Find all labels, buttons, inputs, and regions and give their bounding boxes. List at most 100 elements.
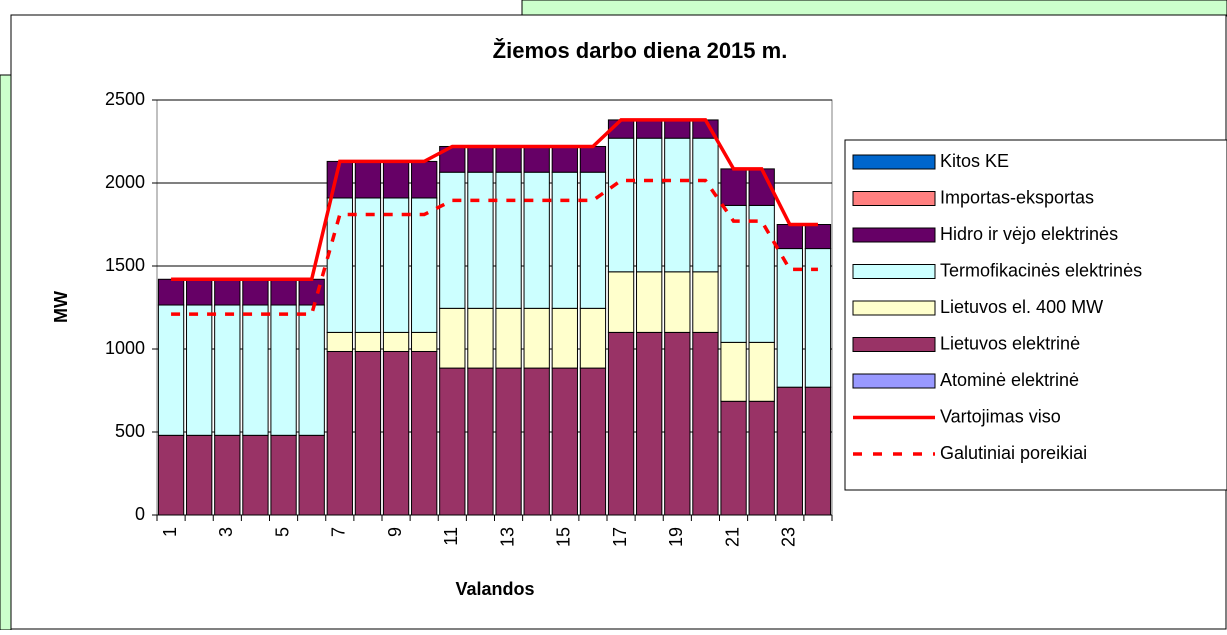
bar-segment	[270, 304, 297, 436]
bar-segment	[157, 278, 185, 306]
bar-segment	[467, 367, 494, 516]
bar-segment	[214, 434, 241, 516]
bar-segment	[298, 304, 325, 436]
y-tick-label: 2000	[105, 172, 145, 192]
legend-label: Vartojimas viso	[940, 406, 1061, 426]
green-panel	[0, 74, 12, 631]
legend-label: Hidro ir vėjo elektrinės	[940, 224, 1118, 244]
y-tick-label: 1500	[105, 255, 145, 275]
legend-label: Importas-eksportas	[940, 187, 1094, 207]
bar-segment	[523, 145, 550, 173]
bar-segment	[748, 204, 775, 343]
x-tick-label: 19	[666, 527, 686, 547]
bar-segment	[495, 367, 522, 516]
bar-segment	[326, 331, 353, 352]
legend-swatch	[852, 337, 936, 352]
x-tick-label: 1	[160, 527, 180, 537]
chart-title: Žiemos darbo diena 2015 m.	[493, 38, 788, 63]
bar-segment	[720, 168, 747, 206]
bar-segment	[748, 341, 775, 402]
bar-segment	[720, 204, 747, 343]
bar-segment	[214, 278, 241, 306]
bar-segment	[354, 350, 382, 516]
bar-segment	[270, 278, 297, 306]
bar-segment	[720, 400, 747, 516]
legend-label: Termofikacinės elektrinės	[940, 260, 1142, 280]
x-tick-label: 23	[779, 527, 799, 547]
bar-segment	[692, 331, 719, 516]
legend-label: Kitos KE	[940, 151, 1009, 171]
bar-segment	[439, 171, 466, 309]
bar-segment	[551, 307, 578, 369]
x-tick-label: 5	[272, 527, 292, 537]
bar-segment	[523, 171, 550, 309]
y-tick-label: 1000	[105, 338, 145, 358]
legend-swatch	[852, 191, 936, 206]
bar-segment	[664, 271, 691, 333]
bar-segment	[467, 145, 494, 173]
bar-segment	[186, 304, 213, 436]
bar-segment	[523, 367, 550, 516]
bar-segment	[579, 367, 607, 516]
bar-segment	[636, 137, 663, 273]
bar-segment	[551, 145, 578, 173]
y-tick-label: 0	[135, 504, 145, 524]
bar-segment	[411, 350, 438, 516]
x-tick-label: 15	[554, 527, 574, 547]
bar-segment	[607, 271, 635, 333]
bar-segment	[551, 367, 578, 516]
legend-label: Atominė elektrinė	[940, 370, 1079, 390]
bar-segment	[579, 307, 607, 369]
bar-segment	[664, 137, 691, 273]
legend-label: Lietuvos elektrinė	[940, 333, 1080, 353]
bar-segment	[242, 278, 269, 306]
bar-segment	[467, 171, 494, 309]
bar-segment	[579, 145, 607, 173]
x-tick-label: 21	[722, 527, 742, 547]
y-axis-label: MW	[51, 291, 71, 323]
legend-swatch	[852, 300, 936, 316]
bar-segment	[692, 137, 719, 273]
bar-segment	[804, 386, 832, 516]
bar-segment	[186, 434, 213, 516]
bar-segment	[692, 271, 719, 333]
legend-swatch	[852, 227, 936, 243]
bar-segment	[326, 350, 353, 516]
legend-swatch	[852, 264, 936, 279]
bar-segment	[551, 171, 578, 309]
x-tick-label: 9	[385, 527, 405, 537]
x-tick-label: 11	[441, 527, 461, 546]
y-tick-label: 2500	[105, 89, 145, 109]
green-panel	[521, 0, 1227, 17]
bar-segment	[495, 171, 522, 309]
bar-segment	[382, 160, 410, 199]
legend-swatch	[852, 373, 936, 389]
bar-segment	[607, 137, 635, 273]
bar-segment	[439, 307, 466, 369]
bar-segment	[495, 145, 522, 173]
y-tick-label: 500	[115, 421, 145, 441]
bar-segment	[607, 331, 635, 516]
bar-segment	[382, 197, 410, 333]
bar-segment	[186, 278, 213, 306]
x-tick-label: 7	[329, 527, 349, 537]
x-tick-label: 3	[216, 527, 236, 537]
bar-segment	[411, 331, 438, 352]
bar-segment	[523, 307, 550, 369]
x-tick-label: 13	[497, 527, 517, 547]
bar-segment	[636, 331, 663, 516]
bar-segment	[157, 434, 185, 516]
bar-segment	[354, 197, 382, 333]
line-series	[171, 178, 818, 316]
bar-segment	[776, 386, 803, 516]
bar-segment	[748, 400, 775, 516]
bar-segment	[298, 434, 325, 516]
bar-segment	[382, 350, 410, 516]
bar-segment	[804, 248, 832, 388]
bar-segment	[495, 307, 522, 369]
bar-segment	[157, 304, 185, 436]
legend-label: Galutiniai poreikiai	[940, 443, 1087, 463]
bar-segment	[411, 197, 438, 333]
bar-segment	[439, 367, 466, 516]
